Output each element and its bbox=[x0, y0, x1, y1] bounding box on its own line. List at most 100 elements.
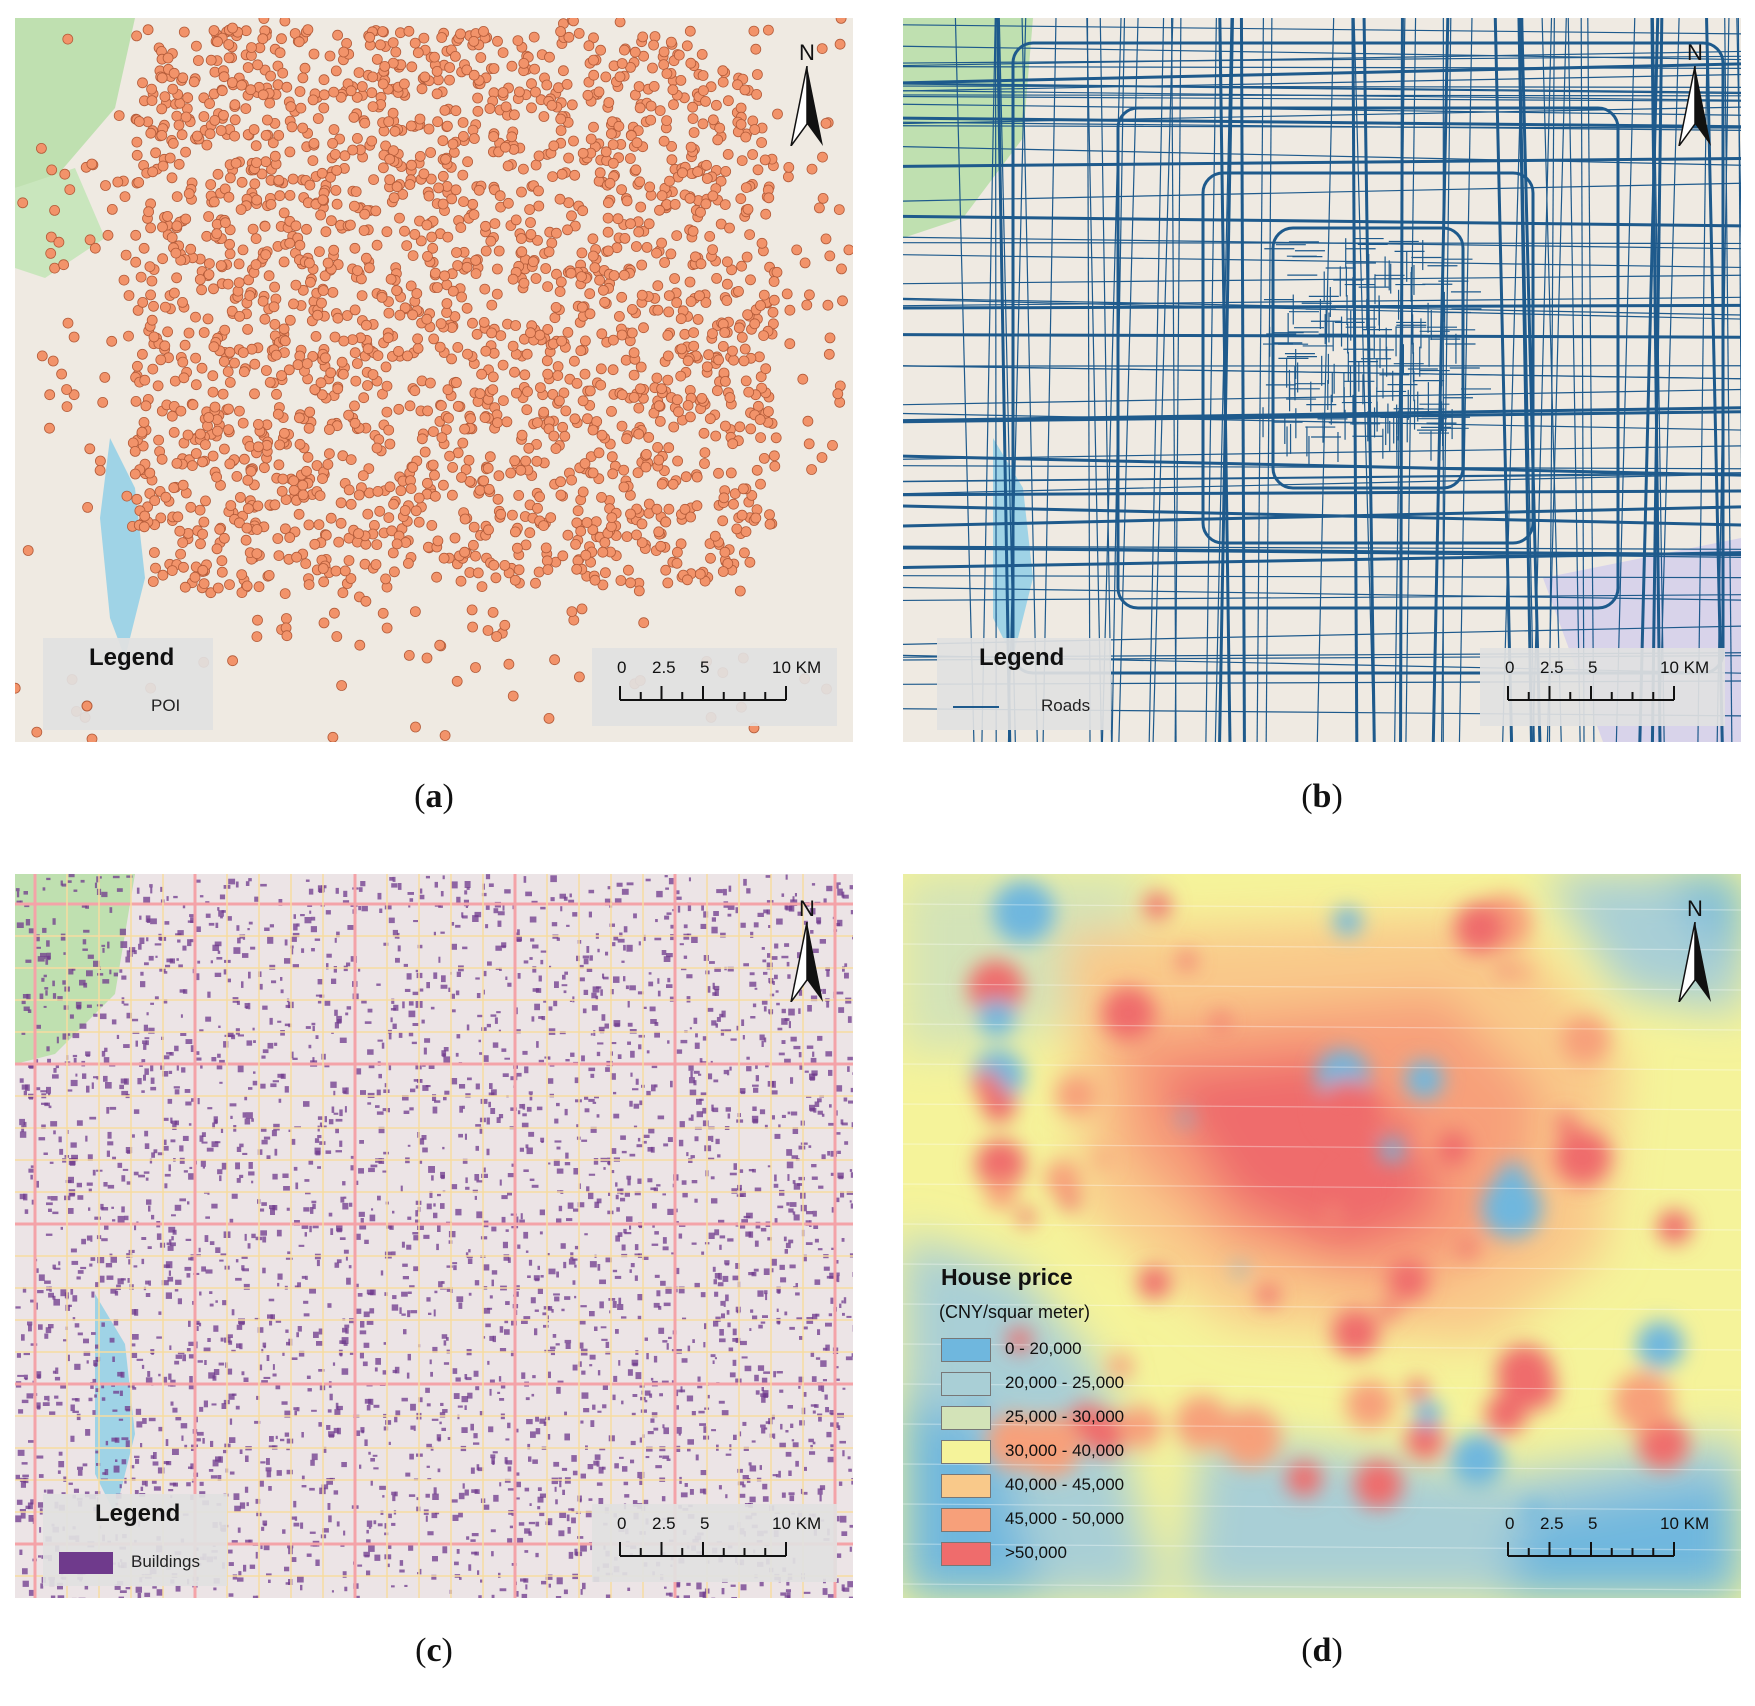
poi-point bbox=[409, 385, 421, 397]
poi-point bbox=[714, 122, 726, 134]
building bbox=[48, 1292, 54, 1298]
poi-point bbox=[643, 498, 655, 510]
building bbox=[179, 1145, 184, 1152]
building bbox=[825, 1344, 830, 1351]
building bbox=[773, 1183, 779, 1188]
building bbox=[102, 979, 110, 984]
building bbox=[244, 1003, 249, 1009]
building bbox=[333, 1427, 339, 1434]
poi-point bbox=[654, 204, 665, 216]
poi-point bbox=[458, 196, 469, 208]
poi-point bbox=[747, 149, 758, 160]
poi-point bbox=[729, 488, 741, 500]
poi-point bbox=[836, 263, 847, 275]
building bbox=[142, 1418, 147, 1424]
ring-road bbox=[1116, 106, 1620, 610]
building bbox=[395, 957, 400, 963]
building bbox=[698, 1073, 702, 1076]
poi-point bbox=[563, 152, 574, 164]
poi-point bbox=[61, 401, 73, 413]
building bbox=[157, 1152, 164, 1156]
building bbox=[180, 1014, 183, 1018]
poi-point bbox=[595, 379, 607, 391]
poi-point bbox=[421, 652, 433, 664]
poi-point bbox=[643, 218, 655, 230]
building bbox=[394, 1366, 400, 1374]
building bbox=[25, 919, 31, 926]
poi-point bbox=[356, 81, 368, 92]
poi-point bbox=[697, 118, 709, 130]
building bbox=[188, 1257, 192, 1261]
building bbox=[410, 1425, 414, 1430]
building bbox=[732, 1328, 737, 1336]
building bbox=[40, 1090, 47, 1093]
poi-point bbox=[323, 424, 335, 435]
building bbox=[522, 1050, 528, 1055]
building bbox=[588, 1067, 596, 1072]
building bbox=[363, 1342, 370, 1348]
poi-point bbox=[353, 528, 364, 539]
building bbox=[637, 1294, 644, 1301]
poi-point bbox=[149, 495, 161, 507]
poi-point bbox=[431, 88, 443, 100]
road-segment bbox=[903, 333, 1741, 339]
poi-point bbox=[548, 430, 560, 442]
building bbox=[403, 1110, 410, 1114]
building bbox=[208, 1469, 214, 1472]
building bbox=[786, 1202, 790, 1206]
poi-point bbox=[236, 569, 248, 580]
poi-point bbox=[584, 288, 596, 300]
poi-point bbox=[423, 190, 435, 202]
poi-point bbox=[303, 519, 315, 531]
poi-point bbox=[667, 84, 679, 96]
building bbox=[83, 929, 90, 933]
poi-point bbox=[759, 154, 771, 166]
poi-point bbox=[223, 403, 234, 415]
building bbox=[174, 1289, 179, 1292]
building bbox=[491, 1279, 494, 1287]
poi-point bbox=[349, 417, 361, 429]
building bbox=[651, 1243, 659, 1246]
building bbox=[526, 1419, 533, 1425]
building bbox=[117, 1162, 123, 1168]
poi-point bbox=[89, 242, 101, 254]
building bbox=[401, 1397, 408, 1402]
poi-point bbox=[171, 191, 183, 203]
building bbox=[440, 931, 445, 934]
poi-point bbox=[427, 459, 439, 471]
building bbox=[789, 1202, 797, 1207]
building bbox=[740, 922, 746, 928]
building bbox=[610, 989, 614, 995]
building bbox=[62, 980, 66, 985]
building bbox=[133, 1265, 138, 1268]
poi-point bbox=[381, 622, 393, 634]
building bbox=[554, 1140, 562, 1143]
poi-point bbox=[374, 39, 386, 51]
poi-point bbox=[606, 405, 617, 417]
poi-point bbox=[554, 193, 566, 205]
building bbox=[326, 963, 329, 970]
building bbox=[458, 1511, 463, 1518]
building bbox=[241, 1255, 248, 1259]
building bbox=[844, 963, 848, 967]
poi-point bbox=[148, 547, 160, 558]
building bbox=[714, 1291, 719, 1297]
poi-point bbox=[188, 76, 200, 88]
building bbox=[440, 1402, 444, 1406]
building bbox=[614, 1463, 619, 1469]
road-segment bbox=[1042, 18, 1057, 742]
poi-point bbox=[418, 168, 430, 180]
poi-point bbox=[336, 356, 348, 368]
building bbox=[588, 1498, 593, 1501]
building bbox=[568, 899, 575, 903]
road-segment bbox=[1021, 18, 1038, 742]
poi-point bbox=[371, 442, 383, 454]
building bbox=[532, 944, 539, 949]
building bbox=[766, 909, 771, 915]
poi-point bbox=[325, 512, 337, 524]
poi-point bbox=[219, 324, 231, 336]
building bbox=[535, 1552, 539, 1558]
building bbox=[163, 971, 168, 974]
poi-point bbox=[452, 400, 464, 412]
building bbox=[245, 881, 250, 886]
